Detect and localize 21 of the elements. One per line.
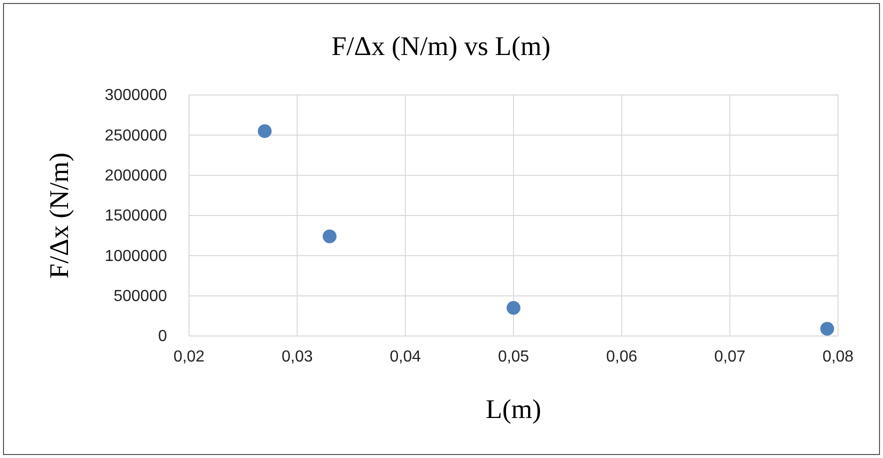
x-axis-title: L(m)	[486, 394, 542, 424]
x-tick-label: 0,03	[282, 348, 313, 366]
y-tick-label: 3000000	[104, 87, 168, 104]
x-tick-label: 0,05	[498, 348, 530, 366]
point	[820, 322, 834, 336]
y-tick-label: 2000000	[104, 167, 168, 184]
x-tick-label: 0,07	[714, 348, 746, 366]
y-tick-label: 2500000	[104, 127, 168, 144]
point	[322, 229, 337, 244]
point	[506, 300, 520, 315]
x-tick-label: 0,04	[390, 348, 422, 366]
y-axis-title: F/Δx (N/m)	[44, 152, 74, 279]
x-tick-label: 0,08	[822, 348, 854, 366]
x-tick-label: 0,02	[173, 348, 205, 366]
y-tick-label: 1500000	[104, 208, 168, 225]
y-tick-label: 500000	[114, 288, 168, 305]
chart-title: F/Δx (N/m) vs L(m)	[331, 31, 551, 61]
point	[258, 124, 272, 138]
x-tick-label: 0,06	[606, 348, 638, 366]
y-tick-label: 1000000	[104, 248, 168, 265]
y-tick-label: 0	[158, 328, 168, 346]
